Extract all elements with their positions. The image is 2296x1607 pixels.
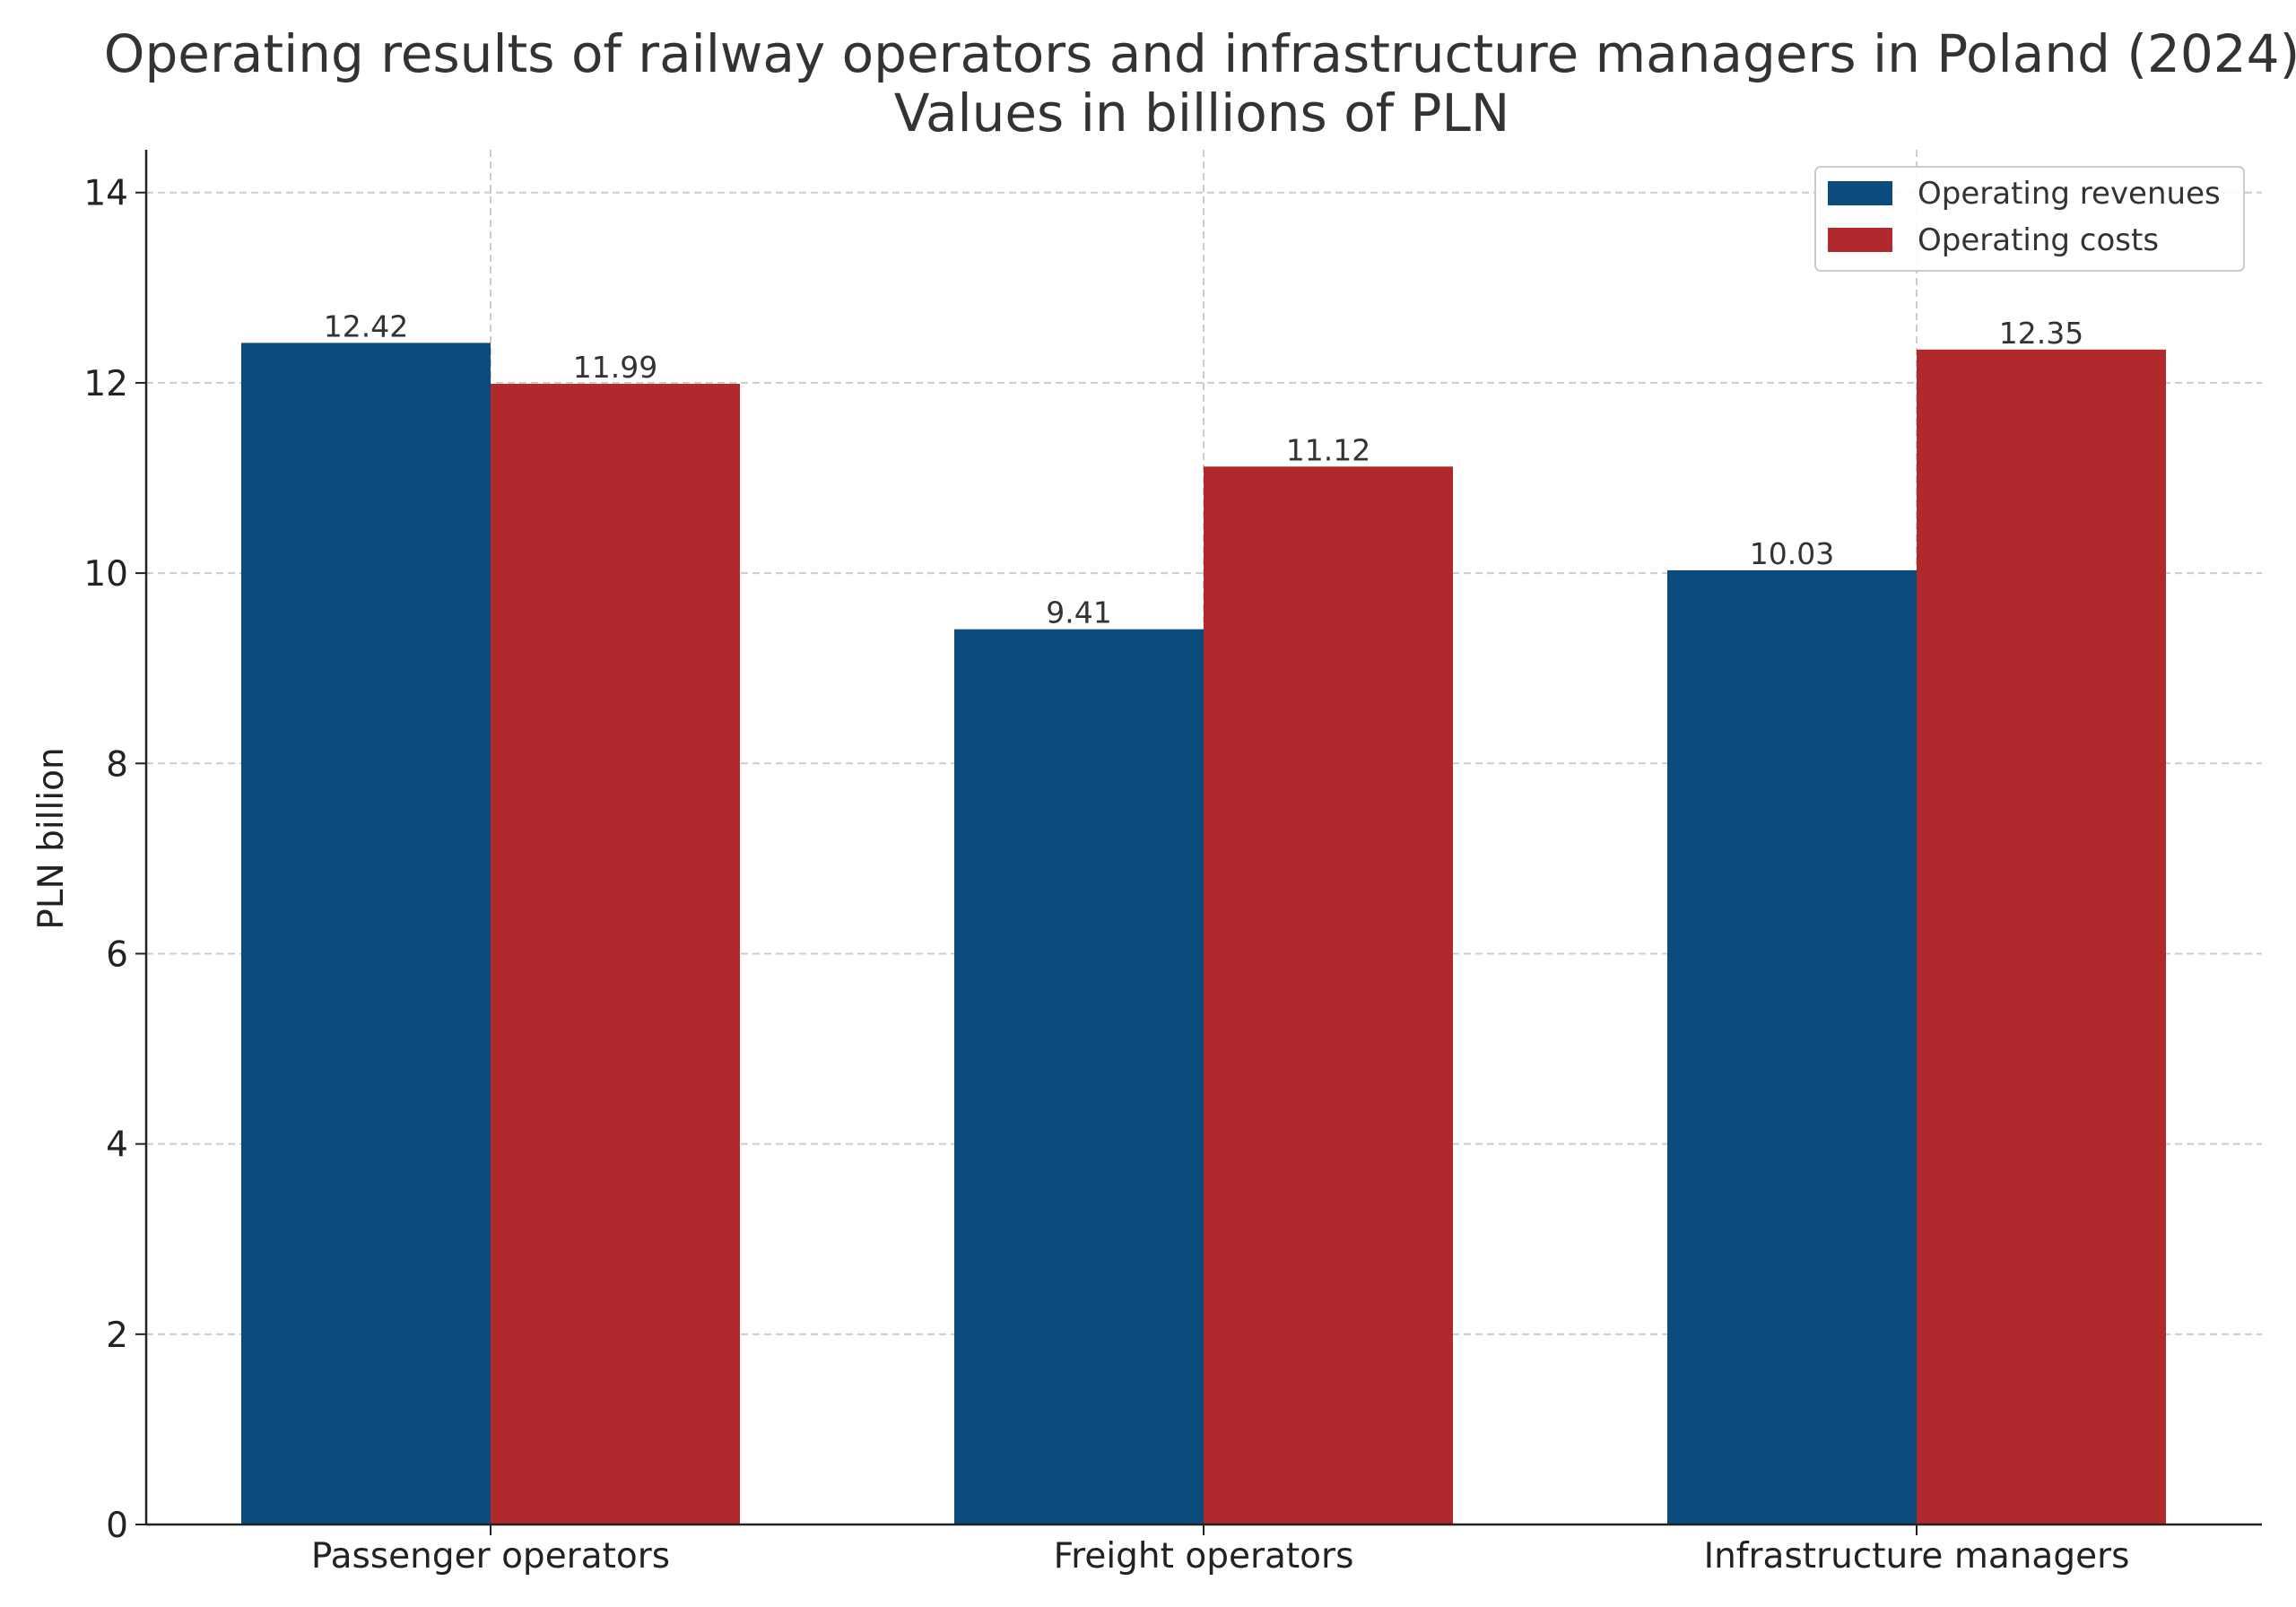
data-labels-group: 12.42 9.41 10.03 11.99 11.12 12.35 [324,308,2083,630]
bar-revenues [954,629,1204,1524]
legend-label-revenues: Operating revenues [1918,176,2221,212]
bar-costs [1917,349,2166,1524]
legend-label-costs: Operating costs [1918,222,2159,258]
bar-revenues [241,343,491,1524]
bars-group [241,343,2166,1525]
y-tick-label: 14 [83,174,128,214]
legend-swatch-revenues [1828,181,1892,205]
y-tick-label: 6 [106,934,128,975]
x-tick-label: Infrastructure managers [1704,1536,2130,1577]
data-label: 12.42 [324,308,408,343]
y-axis-label: PLN billion [31,747,72,930]
y-ticks-group: 0 2 4 6 8 10 12 14 [83,174,146,1546]
y-tick-label: 8 [106,744,128,785]
chart-title: Operating results of railway operators a… [104,23,2296,84]
y-tick-label: 0 [106,1506,128,1546]
y-tick-label: 12 [83,364,128,404]
bar-costs [1204,466,1453,1525]
x-tick-label: Freight operators [1054,1536,1354,1577]
x-ticks-group: Passenger operators Freight operators Infr… [311,1524,2130,1577]
bar-revenues [1667,569,1917,1524]
data-label: 10.03 [1750,536,1834,571]
data-label: 11.12 [1286,432,1370,467]
data-label: 11.99 [573,350,657,385]
legend-box [1814,166,2245,272]
y-tick-label: 2 [106,1316,128,1356]
data-label: 12.35 [1999,316,2083,351]
legend: Operating revenues Operating costs [1814,166,2245,272]
data-label: 9.41 [1046,595,1111,630]
y-tick-label: 10 [83,554,128,595]
x-tick-label: Passenger operators [311,1536,670,1577]
y-tick-label: 4 [106,1125,128,1166]
bar-costs [491,383,740,1524]
chart-subtitle: Values in billions of PLN [894,83,1509,143]
legend-swatch-costs [1828,228,1892,252]
